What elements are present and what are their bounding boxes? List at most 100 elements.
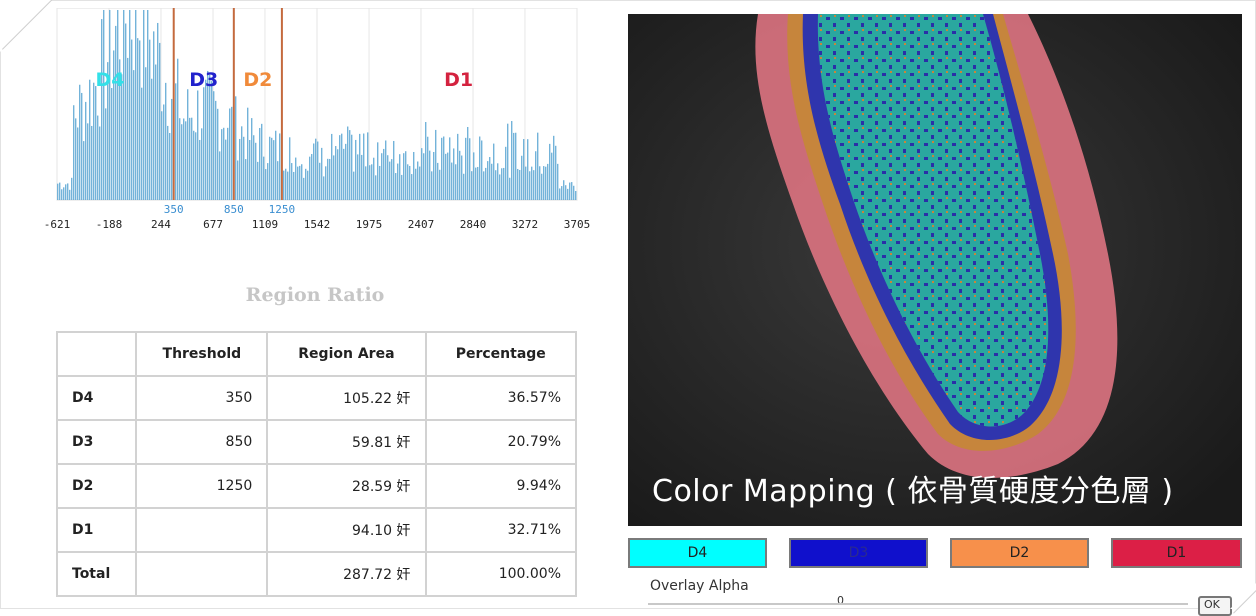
histogram-bar (279, 133, 281, 200)
row-label: D2 (55, 463, 138, 509)
histogram-bar (221, 129, 223, 200)
legend-d4-button[interactable]: D4 (628, 538, 767, 568)
histogram-bar (461, 155, 463, 200)
histogram-bar (519, 169, 521, 200)
histogram-bar (163, 104, 165, 200)
histogram-bar (485, 167, 487, 200)
overlay-alpha-slider[interactable] (648, 603, 1188, 605)
histogram-bar (363, 133, 365, 200)
histogram-bar (569, 182, 571, 200)
histogram-bar (355, 139, 357, 200)
histogram-bar (115, 25, 117, 200)
histogram-bar (147, 10, 149, 200)
histogram-bar (261, 123, 263, 200)
histogram-bar (169, 133, 171, 200)
histogram-bar (59, 182, 61, 200)
histogram-bar (153, 31, 155, 200)
histogram-bar (515, 132, 517, 200)
histogram-bar (441, 137, 443, 200)
histogram-bar (311, 154, 313, 200)
histogram-bar (127, 57, 129, 200)
histogram-bar (267, 163, 269, 200)
histogram-bar (377, 142, 379, 200)
histogram-bar (329, 158, 331, 200)
histogram-bar (149, 39, 151, 200)
histogram-bar (119, 59, 121, 200)
threshold-cell: 850 (135, 419, 269, 465)
histogram-bar (211, 81, 213, 200)
legend-d2-button[interactable]: D2 (950, 538, 1089, 568)
header-region-area: Region Area (266, 331, 427, 377)
histogram-bar (121, 74, 123, 200)
histogram-bar (449, 137, 451, 200)
histogram-bar (427, 136, 429, 200)
histogram-bar (253, 135, 255, 200)
row-label: Total (55, 551, 138, 597)
histogram-bar (125, 23, 127, 200)
row-label: D4 (55, 375, 138, 421)
histogram-bar (565, 185, 567, 200)
histogram-bar (95, 86, 97, 200)
histogram-bar (395, 173, 397, 200)
histogram-bar (97, 115, 99, 200)
histogram-bar (143, 10, 145, 200)
histogram-bar (501, 168, 503, 200)
histogram-bar (547, 163, 549, 200)
histogram-bar (191, 117, 193, 200)
histogram-bar (83, 141, 85, 200)
histogram-bar (287, 171, 289, 200)
histogram-bar (429, 150, 431, 200)
histogram-bar (571, 182, 573, 200)
histogram-bar (387, 155, 389, 200)
histogram-bar (229, 108, 231, 200)
histogram-bar (559, 188, 561, 200)
histogram-bar (269, 136, 271, 200)
ok-button[interactable]: OK (1198, 596, 1232, 616)
histogram-bar (175, 83, 177, 200)
histogram-bar (563, 180, 565, 200)
histogram-bar (203, 87, 205, 200)
histogram-bar (161, 111, 163, 200)
histogram-bar (481, 140, 483, 200)
histogram-bar (551, 152, 553, 200)
header-threshold: Threshold (135, 331, 269, 377)
histogram-bar (479, 136, 481, 200)
header-percentage: Percentage (424, 331, 578, 377)
legend-d3-button[interactable]: D3 (789, 538, 928, 568)
histogram-bar (401, 174, 403, 200)
histogram-bar (475, 167, 477, 200)
histogram-bar (333, 155, 335, 200)
histogram-bar (323, 176, 325, 200)
histogram-bar (315, 138, 317, 200)
histogram-bar (197, 90, 199, 200)
histogram-bar (63, 187, 65, 200)
row-label: D3 (55, 419, 138, 465)
threshold-cell (135, 551, 269, 597)
ct-scan-view[interactable] (628, 14, 1242, 526)
histogram-bar (407, 164, 409, 200)
threshold-cell (135, 507, 269, 553)
histogram-bar (241, 126, 243, 200)
histogram-bar (231, 106, 233, 200)
histogram-bar (357, 154, 359, 200)
histogram-bar (165, 82, 167, 200)
histogram-bar (297, 166, 299, 200)
region-labels: D4 D3 D2 D1 (96, 69, 474, 91)
histogram-bar (391, 159, 393, 200)
histogram-bar (321, 147, 323, 200)
histogram-bar (353, 171, 355, 200)
histogram-bar (341, 133, 343, 200)
histogram-bar (541, 173, 543, 200)
histogram-bar (303, 177, 305, 200)
histogram-bar (489, 157, 491, 200)
ct-color-map-image (628, 14, 1242, 526)
histogram-bar (347, 126, 349, 200)
histogram-bar (85, 101, 87, 200)
histogram-bar (185, 121, 187, 200)
histogram-bar (209, 74, 211, 200)
histogram-bar (327, 158, 329, 200)
x-tick-label: -188 (96, 218, 123, 231)
histogram-bar (389, 161, 391, 200)
legend-d1-button[interactable]: D1 (1111, 538, 1242, 568)
histogram-bar (415, 168, 417, 200)
